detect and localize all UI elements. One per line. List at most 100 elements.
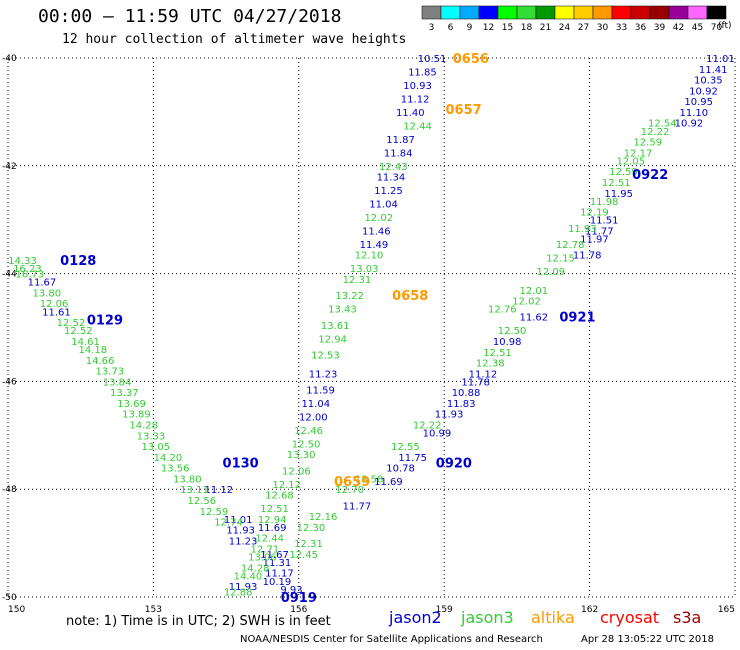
color-scale-swatch <box>649 5 670 20</box>
x-tick-label: 165 <box>718 605 735 615</box>
jason2-point: 10.98 <box>493 337 522 348</box>
color-scale-swatch <box>459 5 480 20</box>
jason3-point: 12.76 <box>488 305 517 316</box>
pass-label: 0656 <box>453 52 489 67</box>
x-tick-label: 162 <box>581 605 598 615</box>
jason3-point: 13.73 <box>95 367 124 378</box>
jason2-point: 11.95 <box>604 189 633 200</box>
jason3-point: 12.43 <box>379 162 408 173</box>
pass-label: 0129 <box>87 313 123 328</box>
jason2-point: 10.88 <box>452 388 481 399</box>
color-scale-label: 39 <box>654 23 666 33</box>
color-scale-swatch <box>497 5 518 20</box>
jason2-point: 12.00 <box>299 412 328 423</box>
jason2-point: 11.93 <box>226 526 255 537</box>
x-tick-label: 159 <box>436 605 453 615</box>
jason3-point: 12.74 <box>214 518 243 529</box>
chart-title: 00:00 – 11:59 UTC 04/27/2018 <box>38 6 342 27</box>
jason3-point: 14.20 <box>154 453 183 464</box>
jason3-point: 12.10 <box>355 251 384 262</box>
jason3-point: 12.51 <box>260 504 289 515</box>
jason3-point: 12.38 <box>476 359 505 370</box>
jason2-point: 10.95 <box>684 97 713 108</box>
jason2-point: 11.69 <box>374 477 403 488</box>
jason3-point: 12.53 <box>311 350 340 361</box>
jason2-point: 11.46 <box>362 226 391 237</box>
jason2-point: 11.49 <box>360 240 389 251</box>
legend-s3a: s3a <box>673 608 702 627</box>
jason3-point: 12.44 <box>255 534 284 545</box>
jason2-point: 11.77 <box>585 226 614 237</box>
jason2-point: 11.61 <box>42 307 71 318</box>
jason3-point: 13.84 <box>103 377 132 388</box>
footer-note: note: 1) Time is in UTC; 2) SWH is in fe… <box>66 614 331 629</box>
jason2-point: 11.17 <box>265 569 294 580</box>
pass-labels: 0128 0129 0130 0919 0920 0921 0922 0656 0657 0658… <box>60 52 668 606</box>
jason3-point: 13.69 <box>117 399 146 410</box>
color-scale-label: 6 <box>448 23 454 33</box>
jason2-point: 11.40 <box>396 108 425 119</box>
jason2-point: 9.93 <box>280 585 302 596</box>
jason2-point: 10.93 <box>403 81 432 92</box>
jason3-point: 12.52 <box>64 326 93 337</box>
jason3-point: 14.18 <box>78 345 107 356</box>
jason3-point: 12.22 <box>413 421 442 432</box>
jason2-point: 11.51 <box>590 216 619 227</box>
jason2-point: 11.23 <box>309 369 338 380</box>
color-scale-label: 27 <box>578 23 589 33</box>
jason3-point: 13.56 <box>161 464 190 475</box>
jason3-point: 12.09 <box>537 267 566 278</box>
color-scale-label: 24 <box>559 23 571 33</box>
color-scale-label: 33 <box>616 23 627 33</box>
color-scale-swatch <box>421 5 442 20</box>
jason3-point: 12.94 <box>258 515 287 526</box>
jason3-point: 12.55 <box>391 442 420 453</box>
jason2-point: 11.75 <box>398 453 427 464</box>
jason2-point: 10.92 <box>675 119 704 130</box>
jason3-point: 14.28 <box>241 563 270 574</box>
jason3-point: 13.89 <box>122 410 151 421</box>
jason3-point: 13.80 <box>173 474 202 485</box>
jason3-point: 12.50 <box>498 326 527 337</box>
jason3-point: 12.45 <box>289 550 318 561</box>
jason3-point: 12.19 <box>580 208 609 219</box>
pass-label: 0919 <box>281 591 317 606</box>
color-scale-swatch <box>611 5 632 20</box>
color-scale-swatch <box>592 5 613 20</box>
jason3-point: 12.02 <box>364 213 393 224</box>
jason2-point: 11.59 <box>306 385 335 396</box>
jason3-point: 12.70 <box>335 485 364 496</box>
color-scale-label: 9 <box>467 23 473 33</box>
jason2-point: 11.78 <box>573 251 602 262</box>
color-scale-label: 42 <box>673 23 684 33</box>
jason2-point: 11.77 <box>343 501 372 512</box>
jason2-point: 11.12 <box>205 485 234 496</box>
y-tick-label: -50 <box>2 593 17 603</box>
jason3-point: 12.01 <box>520 286 549 297</box>
jason3-point: 13.11 <box>180 485 209 496</box>
color-scale-swatch <box>687 5 708 20</box>
jason3-point: 14.61 <box>71 337 100 348</box>
legend-altika: altika <box>531 608 575 627</box>
jason2-point: 11.12 <box>401 94 430 105</box>
jason2-point: 11.85 <box>408 67 437 78</box>
color-scale-label: 21 <box>540 23 551 33</box>
color-scale-label: 45 <box>692 23 703 33</box>
jason2-point: 10.35 <box>694 76 723 87</box>
jason2-point: 10.99 <box>423 429 452 440</box>
color-scale-swatch <box>516 5 537 20</box>
jason2-point: 10.51 <box>418 54 447 65</box>
jason2-point: 11.87 <box>386 135 415 146</box>
footer-credit: NOAA/NESDIS Center for Satellite Applica… <box>240 634 543 645</box>
jason3-point: 14.28 <box>129 421 158 432</box>
jason3-point: 12.51 <box>602 178 631 189</box>
color-scale-swatch <box>630 5 651 20</box>
y-tick-label: -42 <box>2 162 17 172</box>
jason3-point: 13.43 <box>328 305 357 316</box>
jason3-point: 12.54 <box>648 119 677 130</box>
y-tick-label: -48 <box>2 485 17 495</box>
jason3-point: 12.94 <box>318 334 347 345</box>
jason2-point: 10.19 <box>263 577 292 588</box>
y-tick-label: -40 <box>2 54 17 64</box>
color-scale-label: 30 <box>597 23 609 33</box>
